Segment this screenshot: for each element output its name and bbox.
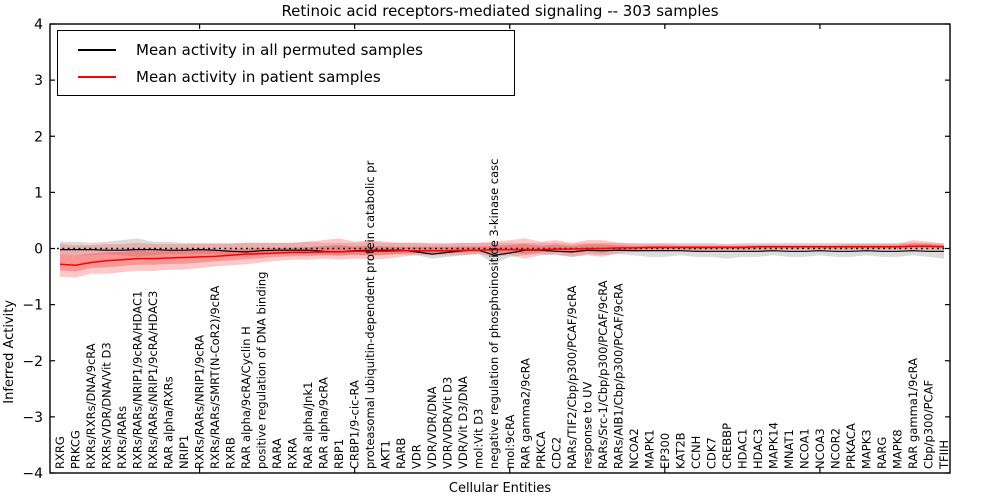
x-tick-label: KAT2B <box>673 432 687 469</box>
y-tick-label: 3 <box>34 73 43 89</box>
legend-line-sample-black <box>78 48 116 51</box>
legend: Mean activity in all permuted samples Me… <box>57 30 515 96</box>
legend-item-permuted: Mean activity in all permuted samples <box>58 41 514 59</box>
x-tick-label: CDC2 <box>549 437 563 469</box>
x-tick-label: PRKACA <box>844 423 858 469</box>
x-tick-label: MAPK14 <box>766 422 780 469</box>
x-tick-label: NRIP1 <box>177 435 191 469</box>
y-tick-label: −4 <box>22 466 43 482</box>
x-tick-label: HDAC1 <box>735 429 749 469</box>
x-tick-label: MAPK1 <box>642 429 656 469</box>
x-tick-label: RXRs/RARs/SMRT(N-CoR2)/9cRA <box>208 285 222 469</box>
x-tick-label: RXRs/RARs/NRIP1/9cRA/HDAC3 <box>146 291 160 469</box>
y-tick-label: −1 <box>22 298 43 314</box>
x-tick-label: RBP1 <box>332 439 346 469</box>
y-tick-label: −2 <box>22 354 43 370</box>
x-tick-label: RXRA <box>286 438 300 469</box>
legend-item-patient: Mean activity in patient samples <box>58 68 514 86</box>
x-tick-label: VDR/VDR/DNA <box>425 386 439 469</box>
x-tick-label: PRKCG <box>69 430 83 469</box>
patient-mean-line <box>59 245 945 267</box>
y-tick-label: 1 <box>34 185 43 201</box>
x-tick-label: RXRB <box>224 437 238 469</box>
x-tick-label: RXRs/RXRs/DNA/9cRA <box>84 343 98 469</box>
x-tick-label: NCOA3 <box>813 428 827 469</box>
x-tick-label: CREBBP <box>720 423 734 469</box>
x-tick-label: VDR/VDR/Vit D3 <box>441 377 455 469</box>
x-axis-label: Cellular Entities <box>448 481 552 496</box>
x-tick-label: positive regulation of DNA binding <box>255 272 269 469</box>
y-tick-label: 2 <box>34 129 43 145</box>
x-tick-label: mol:Vit D3 <box>472 409 486 469</box>
legend-label: Mean activity in patient samples <box>136 67 381 86</box>
legend-line-sample-red <box>78 75 116 78</box>
x-tick-label: proteasomal ubiquitin-dependent protein … <box>363 160 377 469</box>
x-tick-label: Cbp/p300/PCAF <box>921 380 935 469</box>
x-tick-label: TFIIH <box>937 440 951 470</box>
x-tick-label: RARG <box>875 437 889 469</box>
x-tick-label: RXRG <box>53 436 67 469</box>
x-tick-label: negative regulation of phosphoinositide … <box>487 159 501 470</box>
x-tick-label: VDR/Vit D3/DNA <box>456 376 470 469</box>
y-tick-label: 4 <box>34 17 43 33</box>
x-tick-label: RXRs/VDR/DNA/Vit D3 <box>100 342 114 469</box>
x-tick-label: RXRs/RARs/NRIP1/9cRA/HDAC1 <box>131 291 145 469</box>
x-tick-label: NCOA2 <box>627 428 641 469</box>
x-tick-label: MAPK8 <box>890 429 904 469</box>
x-tick-label: RAR alpha/9cRA <box>317 377 331 469</box>
permuted-range-band <box>60 238 944 264</box>
x-tick-label: NCOA1 <box>797 428 811 469</box>
x-tick-label: RXRs/RARs <box>115 406 129 469</box>
x-tick-label: RARA <box>270 438 284 469</box>
x-tick-label: CRBP1/9-cic-RA <box>348 380 362 469</box>
permuted-mean-line <box>60 248 944 256</box>
x-tick-label: EP300 <box>658 433 672 469</box>
x-tick-label: RAR alpha/RXRs <box>162 376 176 469</box>
x-tick-label: AKT1 <box>379 440 393 469</box>
y-tick-label: −3 <box>22 410 43 426</box>
x-tick-label: PRKCA <box>534 431 548 469</box>
x-tick-label: RARs/AIB1/Cbp/p300/PCAF/9cRA <box>611 283 625 469</box>
x-tick-label: RAR gamma1/9cRA <box>906 358 920 469</box>
x-tick-label: CDK7 <box>704 437 718 469</box>
x-tick-label: RAR gamma2/9cRA <box>518 358 532 469</box>
chart-title: Retinoic acid receptors-mediated signali… <box>281 2 719 20</box>
x-tick-label: VDR <box>410 444 424 469</box>
x-tick-label: CCNH <box>689 436 703 469</box>
x-tick-label: RAR alpha/9cRA/Cyclin H <box>239 326 253 469</box>
x-tick-label: RARB <box>394 438 408 469</box>
legend-label: Mean activity in all permuted samples <box>136 40 423 59</box>
x-tick-label: MNAT1 <box>782 429 796 469</box>
x-tick-label: RARs/TIF2/Cbp/p300/PCAF/9cRA <box>565 285 579 469</box>
x-tick-label: RXRs/RARs/NRIP1/9cRA <box>193 335 207 469</box>
x-tick-label: MAPK3 <box>859 429 873 469</box>
x-tick-label: RAR alpha/Jnk1 <box>301 382 315 469</box>
x-tick-label: RARs/Src-1/Cbp/p300/PCAF/9cRA <box>596 280 610 469</box>
x-tick-label: NCOR2 <box>828 428 842 469</box>
x-tick-label: mol:9cRA <box>503 415 517 469</box>
y-tick-label: 0 <box>34 242 43 258</box>
x-tick-label: HDAC3 <box>751 429 765 469</box>
x-tick-label: response to UV <box>580 381 594 469</box>
